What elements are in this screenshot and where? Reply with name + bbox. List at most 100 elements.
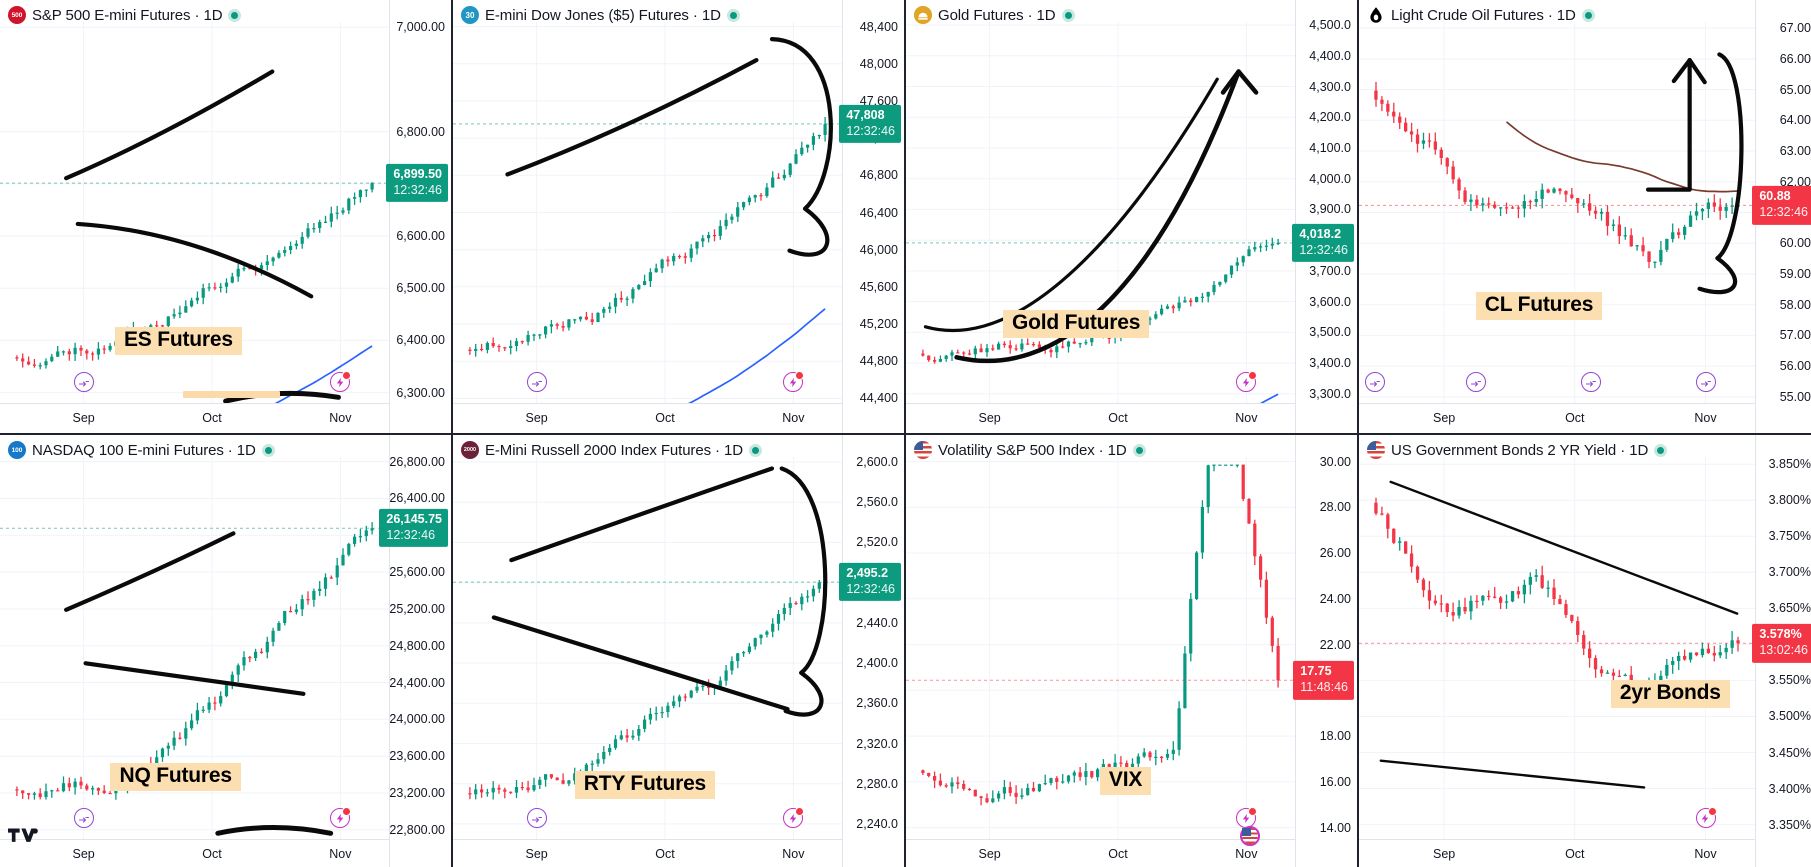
pane-title-nq: NASDAQ 100 E-mini Futures · 1D [32, 441, 256, 459]
dividend-event-icon[interactable] [1580, 372, 1601, 392]
time-scale-us2y[interactable]: Sep Oct Nov [1359, 839, 1811, 867]
pane-header-ym[interactable]: 30 E-mini Dow Jones ($5) Futures · 1D [461, 6, 740, 24]
chart-pane-nq[interactable]: 100 NASDAQ 100 E-mini Futures · 1D 26,800.… [0, 435, 451, 867]
chart-annotation-label[interactable]: CL Futures [1475, 292, 1603, 321]
chart-pane-cl[interactable]: Light Crude Oil Futures · 1D 67.00 66.00 65… [1359, 0, 1811, 433]
dividend-event-icon[interactable] [73, 808, 94, 828]
y-tick-label: 2,520.0 [856, 535, 898, 550]
dividend-event-icon[interactable] [1465, 372, 1486, 392]
chart-pane-es[interactable]: 500 S&P 500 E-mini Futures · 1D 7,000.00 6,… [0, 0, 451, 433]
pane-title-cl: Light Crude Oil Futures · 1D [1391, 6, 1576, 24]
x-tick-label: Oct [202, 411, 222, 425]
pane-header-gc[interactable]: Gold Futures · 1D [914, 6, 1075, 24]
y-tick-label: 57.00 [1779, 328, 1811, 343]
chart-annotation-label[interactable]: RTY Futures [574, 771, 716, 800]
last-price-badge-ym[interactable]: 47,808 12:32:46 [839, 104, 901, 144]
earnings-event-icon[interactable] [783, 371, 805, 392]
y-tick-label: 25,600.00 [389, 565, 445, 580]
x-tick-label: Oct [655, 411, 675, 425]
price-scale-nq[interactable]: 26,800.0026,400.0026,000.0025,600.0025,2… [389, 435, 451, 867]
last-price-time: 12:32:46 [1759, 204, 1808, 219]
price-scale-rty[interactable]: 2,600.02,560.02,520.02,480.02,440.02,400… [842, 435, 904, 867]
pane-header-rty[interactable]: 2000 E-Mini Russell 2000 Index Futures · … [461, 441, 762, 459]
x-tick-label: Nov [782, 847, 805, 861]
chart-pane-gc[interactable]: Gold Futures · 1D 4,500.0 4,400.0 4,300.0 4,… [906, 0, 1357, 433]
price-plot-us2y[interactable] [1359, 457, 1755, 839]
pane-title-gc: Gold Futures · 1D [938, 6, 1056, 24]
y-tick-label: 6,800.00 [396, 124, 445, 139]
time-scale-border [453, 403, 904, 404]
y-tick-label: 58.00 [1779, 297, 1811, 312]
pane-header-nq[interactable]: 100 NASDAQ 100 E-mini Futures · 1D [8, 441, 275, 459]
earnings-event-icon[interactable] [330, 807, 352, 828]
x-tick-label: Sep [978, 411, 1001, 425]
last-price-badge-us2y[interactable]: 3.578% 13:02:46 [1752, 624, 1811, 663]
y-tick-label: 6,500.00 [396, 281, 445, 296]
dividend-event-icon[interactable] [526, 372, 547, 392]
time-scale-cl[interactable]: Sep Oct Nov [1359, 403, 1811, 433]
earnings-event-icon[interactable] [1236, 371, 1258, 392]
last-price-badge-vix[interactable]: 17.75 11:48:46 [1293, 661, 1354, 700]
price-plot-ym[interactable] [453, 22, 842, 403]
chart-pane-vix[interactable]: Volatility S&P 500 Index · 1D 30.00 28.00 2… [906, 435, 1357, 867]
time-scale-ym[interactable]: Sep Oct Nov [453, 403, 904, 433]
last-price-badge-gc[interactable]: 4,018.2 12:32:46 [1292, 223, 1354, 263]
time-scale-es[interactable]: Sep Oct Nov [0, 403, 451, 433]
x-tick-label: Oct [1565, 847, 1585, 861]
dividend-event-icon[interactable] [1695, 372, 1716, 392]
chart-annotation-label[interactable]: VIX [1099, 767, 1152, 795]
price-plot-rty[interactable] [453, 457, 842, 839]
price-plot-nq[interactable] [0, 457, 389, 839]
last-price-time: 12:32:46 [1299, 242, 1348, 257]
last-price-badge-rty[interactable]: 2,495.2 12:32:46 [839, 562, 901, 602]
dividend-event-icon[interactable] [526, 808, 547, 828]
last-price-badge-es[interactable]: 6,899.50 12:32:46 [386, 163, 448, 203]
price-plot-cl[interactable] [1359, 22, 1755, 403]
time-scale-nq[interactable]: Sep Oct Nov [0, 839, 451, 867]
y-tick-label: 45,200 [859, 317, 898, 331]
tradingview-logo[interactable] [8, 825, 38, 847]
chart-annotation-label[interactable]: NQ Futures [110, 762, 241, 791]
chart-annotation-label[interactable]: Gold Futures [1002, 309, 1150, 338]
price-scale-gc[interactable]: 4,500.0 4,400.0 4,300.0 4,200.0 4,100.0 4,000… [1295, 0, 1357, 433]
dividend-event-icon[interactable] [1364, 372, 1385, 392]
time-scale-rty[interactable]: Sep Oct Nov [453, 839, 904, 867]
y-tick-label: 48,400 [859, 19, 898, 34]
chart-pane-rty[interactable]: 2000 E-Mini Russell 2000 Index Futures · … [453, 435, 904, 867]
time-scale-gc[interactable]: Sep Oct Nov [906, 403, 1357, 433]
pane-header-us2y[interactable]: US Government Bonds 2 YR Yield · 1D [1367, 441, 1668, 459]
y-tick-label: 6,300.00 [396, 385, 445, 400]
pane-header-es[interactable]: 500 S&P 500 E-mini Futures · 1D [8, 6, 242, 24]
chart-annotation-label[interactable]: ES Futures [115, 326, 242, 355]
chart-annotation-label[interactable]: 2yr Bonds [1610, 680, 1730, 709]
y-tick-label: 4,100.0 [1309, 140, 1351, 155]
chart-pane-us2y[interactable]: US Government Bonds 2 YR Yield · 1D 3.850… [1359, 435, 1811, 867]
y-tick-label: 3.400% [1768, 781, 1811, 796]
time-scale-vix[interactable]: Sep Oct Nov [906, 839, 1357, 867]
y-tick-label: 46,800 [859, 168, 898, 183]
price-scale-ym[interactable]: 48,40048,00047,60047,20046,80046,40046,0… [842, 0, 904, 433]
y-tick-label: 30.00 [1319, 454, 1351, 469]
dividend-event-icon[interactable] [73, 372, 94, 392]
price-plot-es[interactable] [0, 22, 389, 403]
pane-header-vix[interactable]: Volatility S&P 500 Index · 1D [914, 441, 1146, 459]
earnings-event-icon[interactable] [1695, 807, 1717, 828]
price-plot-gc[interactable] [906, 22, 1295, 403]
axis-separator [389, 0, 390, 433]
chart-pane-ym[interactable]: 30 E-mini Dow Jones ($5) Futures · 1D 48,4… [453, 0, 904, 433]
y-tick-label: 3.550% [1768, 673, 1811, 688]
last-price-badge-nq[interactable]: 26,145.75 12:32:46 [379, 509, 448, 548]
last-price-badge-cl[interactable]: 60.88 12:32:46 [1752, 186, 1811, 225]
y-tick-label: 65.00 [1779, 82, 1811, 97]
earnings-event-icon[interactable] [330, 371, 352, 392]
us-flag-event-icon[interactable] [1240, 826, 1261, 846]
pane-header-cl[interactable]: Light Crude Oil Futures · 1D [1367, 6, 1595, 24]
y-tick-label: 4,500.0 [1309, 18, 1351, 33]
price-scale-vix[interactable]: 30.0028.0026.0024.0022.0020.0018.0016.00… [1295, 435, 1357, 867]
price-scale-es[interactable]: 7,000.006,800.006,700.006,600.006,500.00… [389, 0, 451, 433]
last-price-time: 12:32:46 [846, 581, 895, 596]
y-tick-label: 26,400.00 [389, 491, 445, 506]
earnings-event-icon[interactable] [783, 807, 805, 828]
y-tick-label: 3.350% [1768, 817, 1811, 832]
last-price-value: 26,145.75 [386, 512, 442, 527]
